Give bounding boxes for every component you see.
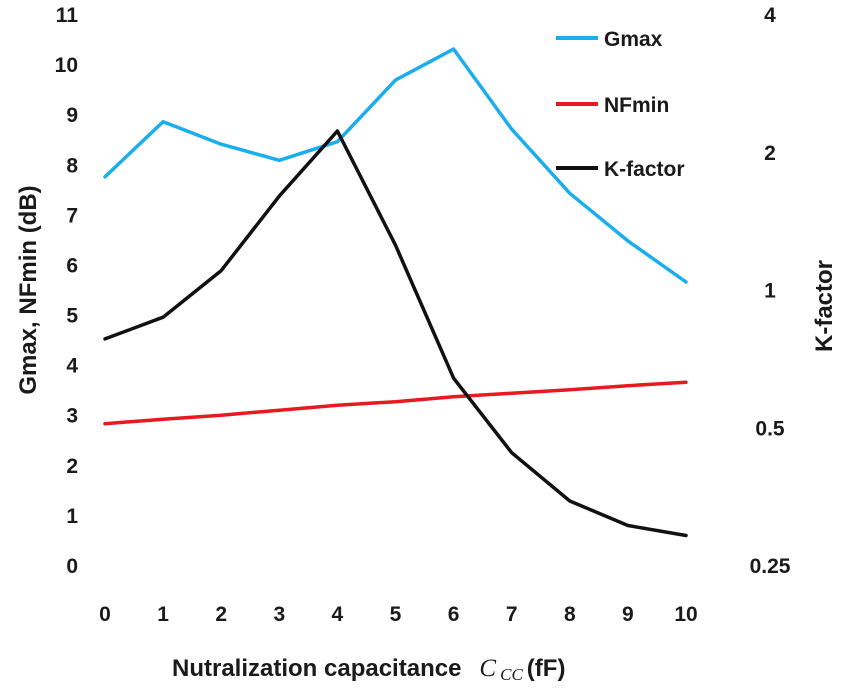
left-axis-ticks: 0 1 2 3 4 5 6 7 8 9 10 11: [55, 4, 79, 578]
series-line-gmax: [103, 47, 688, 284]
series-line-k-factor: [103, 129, 688, 538]
x-axis-title-symbol: C: [479, 655, 496, 682]
x-tick-label: 3: [273, 603, 285, 626]
x-tick-label: 7: [506, 603, 518, 626]
y-axis-right-title: K-factor: [811, 260, 838, 352]
x-tick-label: 5: [390, 603, 402, 626]
legend-label-k-factor: K-factor: [604, 158, 685, 181]
x-tick-label: 0: [99, 603, 111, 626]
x-axis-ticks: 0 1 2 3 4 5 6 7 8 9 10: [99, 603, 698, 626]
series-lines: [103, 47, 688, 538]
y-left-tick-label: 1: [66, 505, 78, 528]
y-left-tick-label: 8: [66, 154, 78, 177]
x-tick-label: 1: [157, 603, 169, 626]
y-left-tick-label: 4: [66, 355, 78, 378]
y-left-tick-label: 3: [66, 405, 78, 428]
y-left-tick-label: 10: [55, 54, 78, 77]
y-right-tick-label: 0.5: [755, 417, 785, 440]
y-left-tick-label: 0: [66, 555, 78, 578]
y-left-tick-label: 5: [66, 305, 78, 328]
y-left-tick-label: 7: [66, 204, 78, 227]
y-axis-left-title: Gmax, NFmin (dB): [15, 185, 42, 394]
x-axis-title-subscript: CC: [500, 665, 523, 684]
y-right-tick-label: 2: [764, 142, 776, 165]
y-right-tick-label: 0.25: [750, 555, 791, 578]
y-right-tick-label: 1: [764, 280, 776, 303]
y-left-tick-label: 6: [66, 254, 78, 277]
y-right-tick-label: 4: [764, 4, 776, 27]
x-tick-label: 10: [674, 603, 697, 626]
legend-label-nfmin: NFmin: [604, 94, 669, 117]
x-axis-title-unit: (fF): [527, 655, 566, 682]
x-tick-label: 6: [448, 603, 460, 626]
legend: Gmax NFmin K-factor: [556, 28, 685, 181]
right-axis-ticks: 0.25 0.5 1 2 4: [750, 4, 791, 578]
x-tick-label: 2: [215, 603, 227, 626]
x-tick-label: 9: [622, 603, 634, 626]
series-line-nfmin: [103, 380, 688, 426]
y-left-tick-label: 9: [66, 104, 78, 127]
x-tick-label: 8: [564, 603, 576, 626]
y-left-tick-label: 2: [66, 455, 78, 478]
legend-label-gmax: Gmax: [604, 28, 663, 51]
x-axis-title: Nutralization capacitance C CC (fF): [172, 655, 565, 684]
x-tick-label: 4: [332, 603, 344, 626]
y-left-tick-label: 11: [56, 4, 79, 27]
x-axis-title-prefix: Nutralization capacitance: [172, 655, 461, 682]
